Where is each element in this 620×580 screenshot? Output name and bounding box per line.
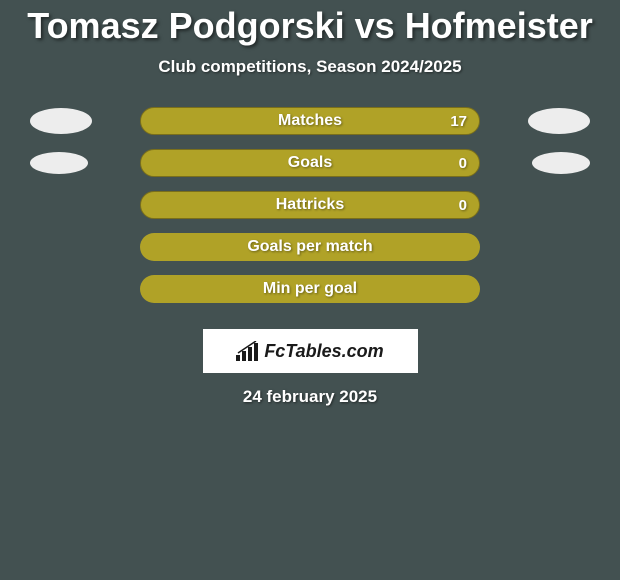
stat-value: 17 — [450, 113, 467, 130]
logo-text: FcTables.com — [264, 341, 383, 362]
avatar-ellipse — [30, 152, 88, 174]
page-title: Tomasz Podgorski vs Hofmeister — [27, 5, 593, 47]
stat-bar: Goals 0 — [140, 149, 480, 177]
comparison-container: Matches 17 Goals 0 Hattricks 0 Goals per… — [0, 107, 620, 407]
stat-row-matches: Matches 17 — [0, 107, 620, 135]
stat-label: Hattricks — [276, 196, 344, 214]
logo-content: FcTables.com — [236, 341, 383, 362]
stat-label: Goals per match — [247, 238, 372, 256]
stat-label: Min per goal — [263, 280, 357, 298]
avatar-ellipse — [532, 152, 590, 174]
chart-icon — [236, 341, 260, 361]
stat-value: 0 — [459, 155, 467, 172]
footer-date: 24 february 2025 — [243, 387, 377, 407]
branding-logo-box[interactable]: FcTables.com — [203, 329, 418, 373]
stat-row-goals-per-match: Goals per match — [0, 233, 620, 261]
stat-bar: Goals per match — [140, 233, 480, 261]
stat-value: 0 — [459, 197, 467, 214]
stat-bar: Hattricks 0 — [140, 191, 480, 219]
avatar-ellipse — [30, 108, 92, 134]
stat-label: Matches — [278, 112, 342, 130]
player-left-avatar — [30, 108, 92, 134]
player-right-avatar-small — [532, 152, 590, 174]
player-right-avatar — [528, 108, 590, 134]
avatar-ellipse — [528, 108, 590, 134]
stat-row-min-per-goal: Min per goal — [0, 275, 620, 303]
stat-bar: Matches 17 — [140, 107, 480, 135]
stat-label: Goals — [288, 154, 332, 172]
stat-bar: Min per goal — [140, 275, 480, 303]
player-left-avatar-small — [30, 152, 88, 174]
page-subtitle: Club competitions, Season 2024/2025 — [158, 57, 461, 77]
stat-row-hattricks: Hattricks 0 — [0, 191, 620, 219]
stat-row-goals: Goals 0 — [0, 149, 620, 177]
